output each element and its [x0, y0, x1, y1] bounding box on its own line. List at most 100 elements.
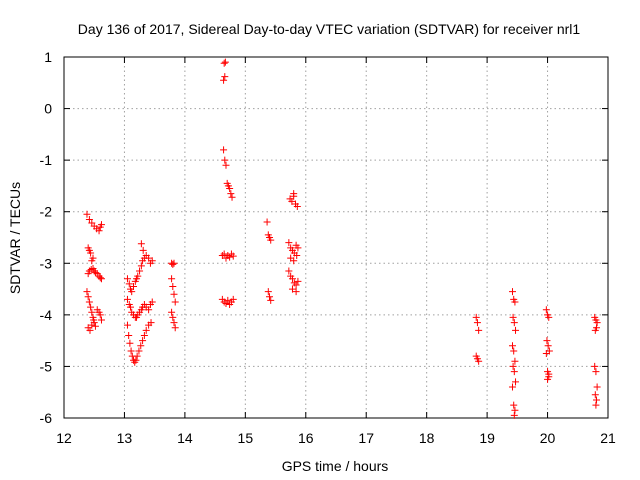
- data-point: [292, 281, 300, 289]
- data-point: [508, 288, 516, 296]
- data-point: [123, 295, 131, 303]
- data-point: [508, 342, 516, 350]
- data-point: [85, 215, 93, 223]
- plot-frame: [63, 56, 609, 419]
- x-tick-label: 12: [56, 430, 72, 446]
- data-point: [475, 357, 483, 365]
- data-point: [293, 203, 301, 211]
- cluster-15.8-mid: [285, 239, 302, 265]
- data-point: [123, 321, 131, 329]
- cluster-19.4: [508, 288, 520, 419]
- cluster-15.8-lower: [285, 267, 302, 296]
- y-tick-label: -1: [40, 152, 53, 168]
- data-point: [139, 246, 147, 254]
- data-point: [544, 342, 552, 350]
- y-tick-label: -6: [40, 410, 53, 426]
- data-point: [220, 250, 228, 258]
- x-tick-label: 17: [358, 430, 374, 446]
- data-point: [221, 58, 229, 66]
- data-point: [510, 319, 518, 327]
- data-point: [593, 319, 601, 327]
- data-point: [83, 288, 91, 296]
- data-point: [227, 190, 235, 198]
- data-point: [221, 73, 229, 81]
- data-point: [125, 280, 133, 288]
- data-point: [224, 296, 232, 304]
- cluster-14.7-descent: [220, 146, 236, 201]
- data-point: [293, 252, 301, 260]
- cluster-13.0-lower: [123, 319, 155, 366]
- data-point: [509, 313, 517, 321]
- data-point: [290, 192, 298, 200]
- data-point: [134, 272, 142, 280]
- data-point: [142, 326, 150, 334]
- data-point: [544, 375, 552, 383]
- data-point: [267, 236, 275, 244]
- data-point: [229, 252, 237, 260]
- cluster-15.8-upper: [286, 190, 301, 211]
- x-tick-label: 19: [479, 430, 495, 446]
- data-point: [545, 370, 553, 378]
- data-point: [510, 347, 518, 355]
- data-point: [220, 146, 228, 154]
- x-tick-label: 18: [419, 430, 435, 446]
- x-axis-label: GPS time / hours: [282, 458, 389, 474]
- cluster-15.4: [263, 218, 275, 304]
- cluster-13.8: [168, 259, 179, 332]
- data-point: [542, 350, 550, 358]
- data-point: [148, 257, 156, 265]
- y-tick-label: 1: [44, 49, 52, 65]
- x-tick-label: 20: [540, 430, 556, 446]
- cluster-18.8: [472, 313, 483, 365]
- data-point: [220, 76, 228, 84]
- y-tick-label: -3: [40, 255, 53, 271]
- data-point: [508, 383, 516, 391]
- data-point: [97, 275, 105, 283]
- data-point: [140, 331, 148, 339]
- data-point: [137, 342, 145, 350]
- data-point: [139, 337, 147, 345]
- data-point: [264, 288, 272, 296]
- tick-labels: 12 13 14 15 16 17 18 19 20 21 1 0 -1 -2 -3 -4 -5 -6: [40, 49, 616, 446]
- data-point: [87, 303, 95, 311]
- data-point: [543, 337, 551, 345]
- data-point: [229, 295, 237, 303]
- data-point: [96, 274, 104, 282]
- data-point: [593, 396, 601, 404]
- data-point: [145, 254, 153, 262]
- data-point: [125, 331, 133, 339]
- axis-ticks: [63, 56, 609, 419]
- data-point: [292, 288, 300, 296]
- grid: [64, 57, 608, 418]
- data-point: [87, 249, 95, 257]
- data-point: [91, 269, 99, 277]
- data-point: [97, 221, 105, 229]
- x-tick-label: 14: [177, 430, 193, 446]
- data-point: [290, 257, 298, 265]
- data-point: [288, 197, 296, 205]
- data-point: [593, 383, 601, 391]
- cluster-13.0-mid: [123, 295, 156, 321]
- data-point: [226, 185, 234, 193]
- data-point: [130, 282, 138, 290]
- data-point: [220, 298, 228, 306]
- cluster-13.0-upper: [123, 252, 156, 296]
- data-point: [267, 296, 275, 304]
- cluster-20.8: [591, 313, 601, 409]
- data-point: [88, 308, 96, 316]
- data-point: [224, 252, 232, 260]
- data-point: [127, 347, 135, 355]
- data-point: [266, 293, 274, 301]
- cluster-12.4-lower: [83, 288, 105, 334]
- data-point: [169, 260, 177, 268]
- data-point: [83, 210, 91, 218]
- data-point: [126, 339, 134, 347]
- x-tick-label: 13: [117, 430, 133, 446]
- cluster-14.7-low: [218, 295, 237, 309]
- data-point: [147, 319, 155, 327]
- data-point: [126, 303, 134, 311]
- cluster-14.7-mid: [218, 250, 237, 262]
- data-point: [168, 275, 176, 283]
- data-point: [132, 356, 140, 364]
